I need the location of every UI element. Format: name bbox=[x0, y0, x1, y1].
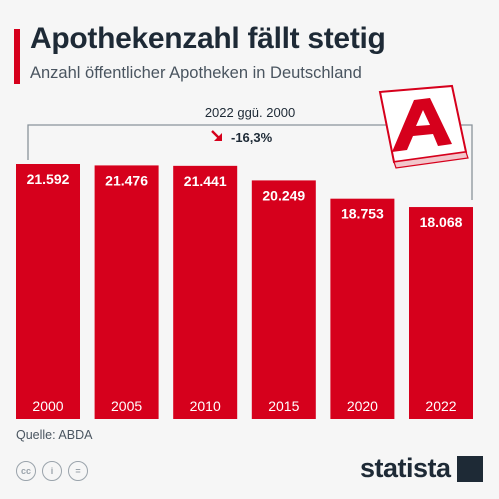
title-accent-bar bbox=[14, 29, 20, 84]
chart-subtitle: Anzahl öffentlicher Apotheken in Deutsch… bbox=[30, 64, 362, 82]
bar-2000 bbox=[16, 164, 80, 419]
bar-2010 bbox=[173, 165, 238, 419]
category-label-2005: 2005 bbox=[111, 398, 142, 414]
value-label-2000: 21.592 bbox=[27, 171, 70, 187]
value-label-2015: 20.249 bbox=[262, 187, 305, 203]
source-note: Quelle: ABDA bbox=[16, 428, 93, 442]
bars-group: 21.592 2000 21.476 2005 21.441 2010 20.249 2015… bbox=[16, 164, 473, 419]
brand-mark-icon bbox=[456, 455, 483, 482]
category-label-2000: 2000 bbox=[32, 398, 63, 414]
category-label-2010: 2010 bbox=[190, 398, 221, 414]
bar-2005 bbox=[94, 165, 159, 419]
category-label-2022: 2022 bbox=[425, 398, 456, 414]
bar-2015 bbox=[251, 180, 316, 419]
cc-icon: cc bbox=[16, 461, 36, 481]
annotation-label: 2022 ggü. 2000 bbox=[205, 105, 295, 120]
bar-2020 bbox=[330, 198, 395, 419]
nd-icon: = bbox=[68, 461, 88, 481]
category-label-2020: 2020 bbox=[347, 398, 378, 414]
license-icons: cc i = bbox=[16, 461, 88, 481]
value-label-2005: 21.476 bbox=[105, 172, 148, 188]
by-icon: i bbox=[42, 461, 62, 481]
annotation-change-bg bbox=[208, 128, 298, 146]
comparison-bracket bbox=[27, 124, 473, 200]
chart-title: Apothekenzahl fällt stetig bbox=[30, 22, 386, 55]
bar-2022 bbox=[409, 207, 473, 419]
brand-name: statista bbox=[360, 453, 451, 483]
brand-logo: statista bbox=[360, 453, 483, 484]
annotation-change: -16,3% bbox=[231, 130, 273, 145]
annotation-label-bg bbox=[188, 103, 316, 121]
value-label-2010: 21.441 bbox=[184, 173, 227, 189]
value-label-2020: 18.753 bbox=[341, 206, 384, 222]
category-label-2015: 2015 bbox=[268, 398, 299, 414]
pharmacy-a-icon bbox=[378, 84, 469, 169]
down-arrow-icon bbox=[211, 130, 222, 141]
value-label-2022: 18.068 bbox=[420, 214, 463, 230]
